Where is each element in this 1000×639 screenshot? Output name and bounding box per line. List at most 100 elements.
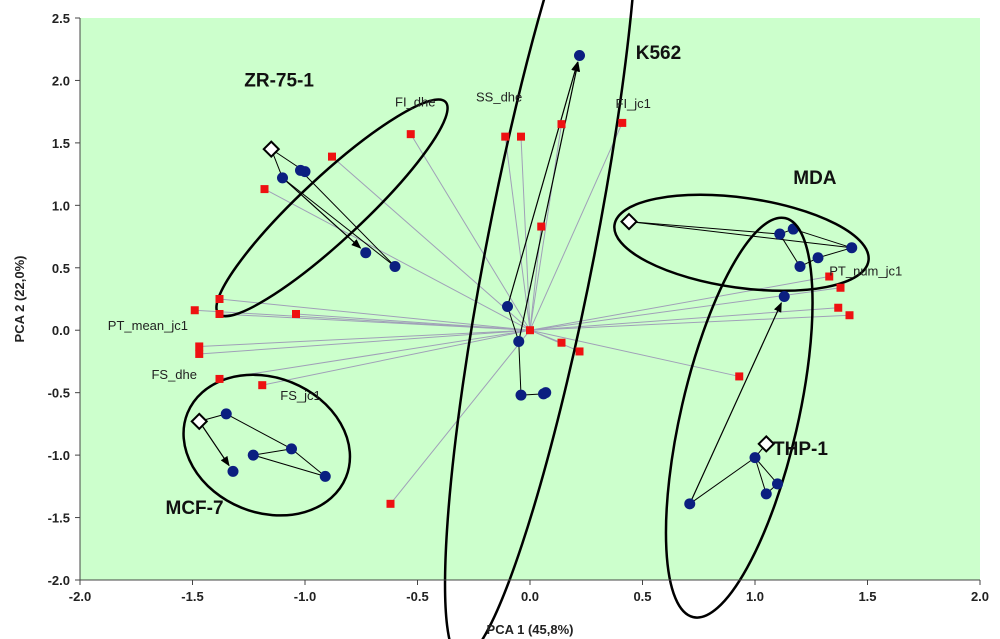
connector-line — [253, 454, 326, 477]
connector-line — [518, 341, 522, 396]
connector-line — [754, 457, 767, 494]
cell-point — [794, 261, 806, 273]
variable-point — [406, 130, 415, 139]
group-ellipse — [664, 216, 814, 619]
group-mcf-7 — [182, 373, 352, 517]
variable-point — [557, 120, 566, 129]
variable-label-pt-mean-jc1: PT_mean_jc1 — [108, 318, 188, 333]
y-tick-label: 0.0 — [52, 323, 70, 338]
x-tick-label: -1.0 — [294, 589, 316, 604]
variable-point — [575, 347, 584, 356]
group-ellipse — [443, 0, 639, 639]
x-tick-label: -0.5 — [406, 589, 428, 604]
loading-line — [295, 313, 531, 331]
variable-point — [190, 306, 199, 315]
variable-label-fs-jc1: FS_jc1 — [280, 388, 320, 403]
cell-point — [502, 300, 513, 312]
variable-point — [215, 309, 224, 318]
loading-line — [199, 329, 531, 347]
loading-line — [529, 307, 839, 331]
axes: -2.0 -1.5 -1.0 -0.5 0.0 0.5 1.0 1.5 2.0 -2.0 -1.5 -… — [12, 11, 989, 637]
variable-point — [386, 499, 395, 508]
loading-line — [219, 298, 531, 331]
loading-line — [219, 329, 531, 380]
group-centroid-marker — [190, 412, 209, 431]
connector-line — [507, 306, 520, 342]
cell-point — [360, 247, 372, 259]
x-axis-title: PCA 1 (45,8%) — [487, 622, 574, 637]
x-tick-label: -2.0 — [69, 589, 91, 604]
trajectory-arrow — [282, 177, 362, 249]
cell-point — [574, 49, 585, 61]
variable-point — [825, 272, 834, 281]
plot-area — [80, 18, 980, 580]
loading-line — [529, 329, 580, 352]
group-thp-1 — [664, 216, 814, 619]
variable-point — [618, 118, 627, 127]
variable-label-fi-jc1: FI_jc1 — [616, 96, 651, 111]
trajectory-arrow — [518, 61, 581, 342]
y-tick-label: -2.0 — [48, 573, 70, 588]
origin-point — [526, 326, 534, 335]
group-label-mcf-7: MCF-7 — [166, 498, 224, 519]
loading-line — [504, 136, 531, 331]
variable-point — [260, 185, 269, 194]
variable-point — [834, 303, 843, 312]
cell-point — [295, 164, 306, 176]
x-tick-label: 0.0 — [521, 589, 539, 604]
variable-label-ss-dhe: SS_dhe — [476, 90, 522, 105]
variable-point — [215, 295, 224, 303]
trajectory-arrow — [506, 61, 579, 307]
variable-label-fi-dhe: FI_dhe — [395, 95, 435, 110]
variable-point — [195, 342, 204, 351]
group-centroid-marker — [757, 434, 776, 453]
variable-point — [845, 311, 854, 320]
group-k562 — [443, 0, 639, 639]
connector-line — [253, 448, 292, 456]
loading-line — [262, 329, 531, 386]
cell-line-groups — [182, 0, 870, 639]
connector-line — [291, 448, 326, 477]
loading-line — [529, 329, 740, 377]
loading-line — [219, 313, 531, 331]
variable-point — [292, 309, 300, 318]
group-label-mda: MDA — [793, 168, 837, 189]
connector-line — [689, 457, 756, 505]
cell-point — [540, 387, 552, 399]
x-tick-label: 1.5 — [858, 589, 876, 604]
loading-line — [529, 122, 623, 331]
cell-point — [846, 242, 858, 254]
cell-point — [513, 335, 525, 347]
group-centroid-marker — [620, 212, 638, 231]
variable-point — [501, 132, 510, 141]
trajectory-arrow — [689, 301, 782, 505]
x-tick-label: 0.5 — [633, 589, 651, 604]
connector-line — [793, 228, 852, 249]
y-tick-label: 1.0 — [52, 198, 70, 213]
cell-point — [812, 252, 824, 264]
cell-point — [749, 452, 761, 464]
cell-point — [515, 389, 527, 401]
group-ellipse — [613, 193, 870, 293]
cell-point — [220, 408, 232, 420]
variable-point — [557, 338, 566, 347]
y-tick-label: 1.5 — [52, 136, 70, 151]
group-label-k562: K562 — [636, 43, 681, 64]
cell-point — [772, 478, 783, 490]
y-tick-label: 0.5 — [52, 261, 70, 276]
cell-point — [227, 465, 239, 477]
loading-line — [529, 124, 562, 331]
connector-line — [817, 247, 852, 259]
variable-point — [328, 152, 336, 161]
x-tick-label: 2.0 — [971, 589, 989, 604]
cell-point — [389, 261, 401, 273]
connector-line — [628, 221, 852, 249]
variable-label-fs-dhe: FS_dhe — [151, 367, 197, 382]
loading-line — [264, 188, 531, 331]
cell-point — [778, 291, 790, 303]
loading-line — [529, 314, 850, 331]
cell-point — [774, 228, 786, 240]
variable-point — [735, 372, 744, 381]
x-tick-label: -1.5 — [181, 589, 203, 604]
